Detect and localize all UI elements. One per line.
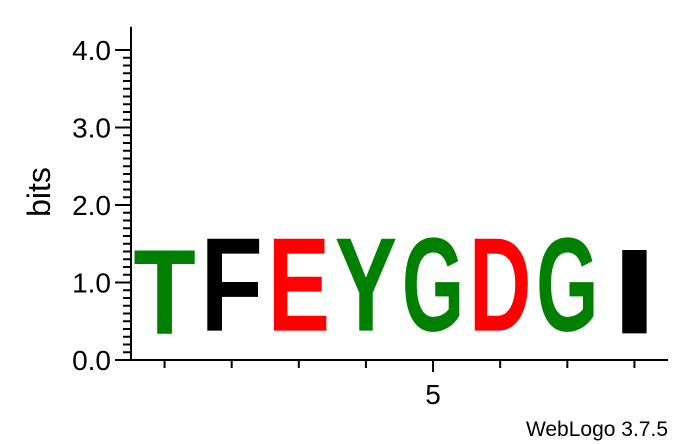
y-tick-label: 2.0 — [72, 190, 111, 221]
stack-position-4: Y — [335, 211, 397, 359]
stack-position-5: G — [402, 211, 464, 360]
glyph-t: T — [133, 224, 195, 359]
stack-position-3: E — [268, 211, 330, 359]
stack-position-6: D — [469, 210, 531, 360]
glyph-d: D — [469, 210, 531, 360]
glyph-e: E — [268, 211, 330, 359]
y-tick-label: 1.0 — [72, 268, 111, 299]
y-tick-label: 3.0 — [72, 113, 111, 144]
stack-position-7: G — [536, 211, 598, 360]
y-axis: 0.0 1.0 2.0 3.0 4.0 — [72, 26, 132, 376]
glyph-i: I — [611, 225, 658, 360]
glyph-g: G — [402, 211, 464, 360]
glyph-f: F — [200, 210, 262, 359]
y-tick-label: 4.0 — [72, 35, 111, 66]
stack-position-2: F — [200, 210, 262, 359]
y-axis-label: bits — [21, 167, 57, 217]
glyph-y: Y — [335, 211, 397, 359]
y-tick-label: 0.0 — [72, 345, 111, 376]
weblogo-credit: WebLogo 3.7.5 — [526, 418, 668, 441]
stack-position-1: T — [133, 224, 195, 359]
x-axis: 5 — [131, 359, 668, 410]
glyph-g: G — [536, 211, 598, 360]
stack-position-8: I — [611, 225, 658, 360]
x-tick-label: 5 — [425, 379, 441, 410]
